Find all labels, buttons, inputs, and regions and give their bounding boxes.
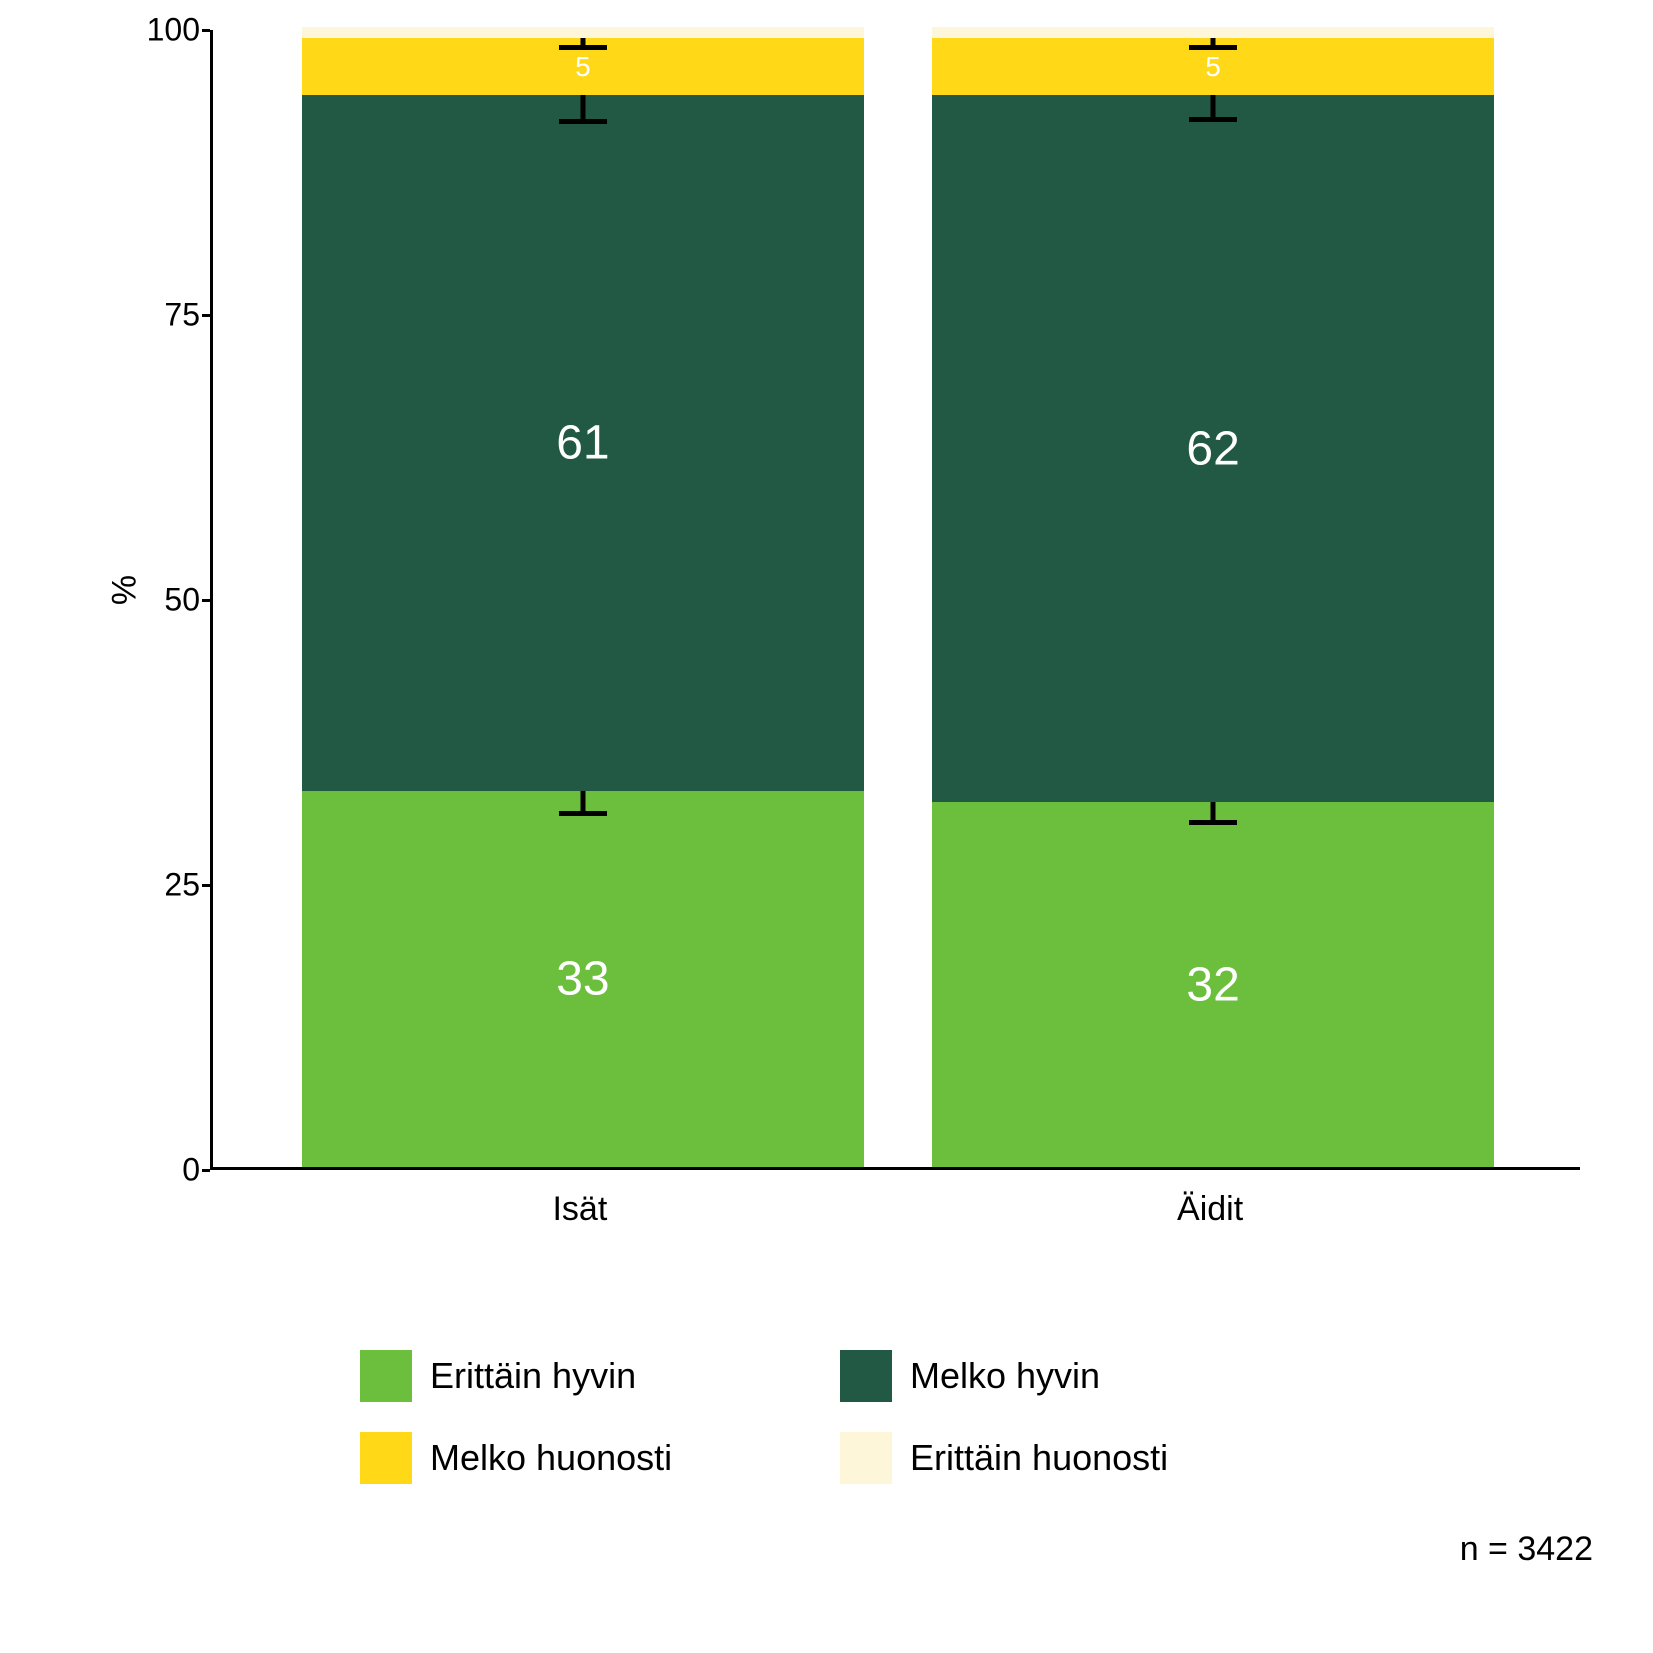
y-tick-label: 100: [140, 12, 200, 49]
legend-row-1: Erittäin hyvin Melko hyvin: [360, 1350, 1310, 1402]
plot-area: 33 61 5 32 62 5: [210, 30, 1580, 1170]
y-tick-mark: [202, 314, 210, 317]
x-tick-label: Äidit: [1177, 1190, 1243, 1229]
y-tick-label: 50: [140, 582, 200, 619]
y-tick-mark: [202, 884, 210, 887]
bar-label-melko_hyvin: 61: [302, 416, 864, 471]
y-tick-label: 75: [140, 297, 200, 334]
legend-item-melko-huonosti: Melko huonosti: [360, 1432, 760, 1484]
bar-label-erittain_hyvin: 32: [932, 957, 1494, 1012]
legend-label-melko-huonosti: Melko huonosti: [430, 1437, 672, 1479]
legend-swatch-melko-huonosti: [360, 1432, 412, 1484]
y-axis-label: %: [106, 575, 145, 605]
bar-label-melko_huonosti: 5: [302, 51, 864, 83]
legend: Erittäin hyvin Melko hyvin Melko huonost…: [360, 1350, 1310, 1514]
legend-item-erittain-huonosti: Erittäin huonosti: [840, 1432, 1240, 1484]
legend-label-erittain-hyvin: Erittäin hyvin: [430, 1355, 636, 1397]
bar-label-erittain_hyvin: 33: [302, 951, 864, 1006]
footnote: n = 3422: [1460, 1530, 1593, 1569]
legend-label-melko-hyvin: Melko hyvin: [910, 1355, 1100, 1397]
y-tick-mark: [202, 599, 210, 602]
y-tick-label: 25: [140, 867, 200, 904]
y-tick-mark: [202, 29, 210, 32]
legend-item-erittain-hyvin: Erittäin hyvin: [360, 1350, 760, 1402]
y-tick-label: 0: [140, 1152, 200, 1189]
bar-label-melko_hyvin: 62: [932, 421, 1494, 476]
legend-swatch-erittain-huonosti: [840, 1432, 892, 1484]
bar-group: 33 61 5: [302, 27, 864, 1167]
bar-segment-erittain_huonosti: [302, 27, 864, 38]
bar-group: 32 62 5: [932, 27, 1494, 1167]
legend-swatch-erittain-hyvin: [360, 1350, 412, 1402]
legend-label-erittain-huonosti: Erittäin huonosti: [910, 1437, 1168, 1479]
chart-container: % 3361532625 0255075100IsätÄidit: [90, 30, 1590, 1250]
bar-segment-erittain_huonosti: [932, 27, 1494, 38]
y-tick-mark: [202, 1169, 210, 1172]
legend-row-2: Melko huonosti Erittäin huonosti: [360, 1432, 1310, 1484]
legend-item-melko-hyvin: Melko hyvin: [840, 1350, 1240, 1402]
legend-swatch-melko-hyvin: [840, 1350, 892, 1402]
x-tick-label: Isät: [552, 1190, 607, 1229]
bar-label-melko_huonosti: 5: [932, 51, 1494, 83]
